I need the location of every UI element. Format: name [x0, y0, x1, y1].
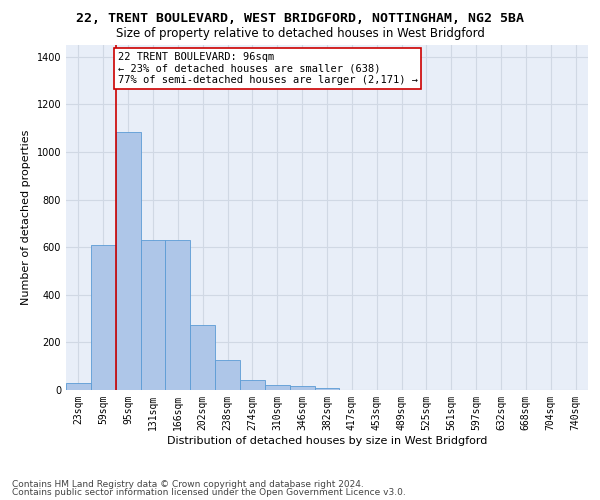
X-axis label: Distribution of detached houses by size in West Bridgford: Distribution of detached houses by size … — [167, 436, 487, 446]
Bar — [290, 386, 314, 390]
Bar — [166, 240, 190, 390]
Text: 22, TRENT BOULEVARD, WEST BRIDGFORD, NOTTINGHAM, NG2 5BA: 22, TRENT BOULEVARD, WEST BRIDGFORD, NOT… — [76, 12, 524, 26]
Text: Size of property relative to detached houses in West Bridgford: Size of property relative to detached ho… — [116, 28, 484, 40]
Bar — [140, 240, 166, 390]
Bar — [116, 132, 140, 390]
Y-axis label: Number of detached properties: Number of detached properties — [21, 130, 31, 305]
Bar — [66, 383, 91, 390]
Bar — [91, 245, 116, 390]
Text: Contains HM Land Registry data © Crown copyright and database right 2024.: Contains HM Land Registry data © Crown c… — [12, 480, 364, 489]
Bar — [265, 384, 290, 390]
Bar — [190, 324, 215, 390]
Text: Contains public sector information licensed under the Open Government Licence v3: Contains public sector information licen… — [12, 488, 406, 497]
Bar — [240, 380, 265, 390]
Text: 22 TRENT BOULEVARD: 96sqm
← 23% of detached houses are smaller (638)
77% of semi: 22 TRENT BOULEVARD: 96sqm ← 23% of detac… — [118, 52, 418, 86]
Bar — [215, 360, 240, 390]
Bar — [314, 388, 340, 390]
